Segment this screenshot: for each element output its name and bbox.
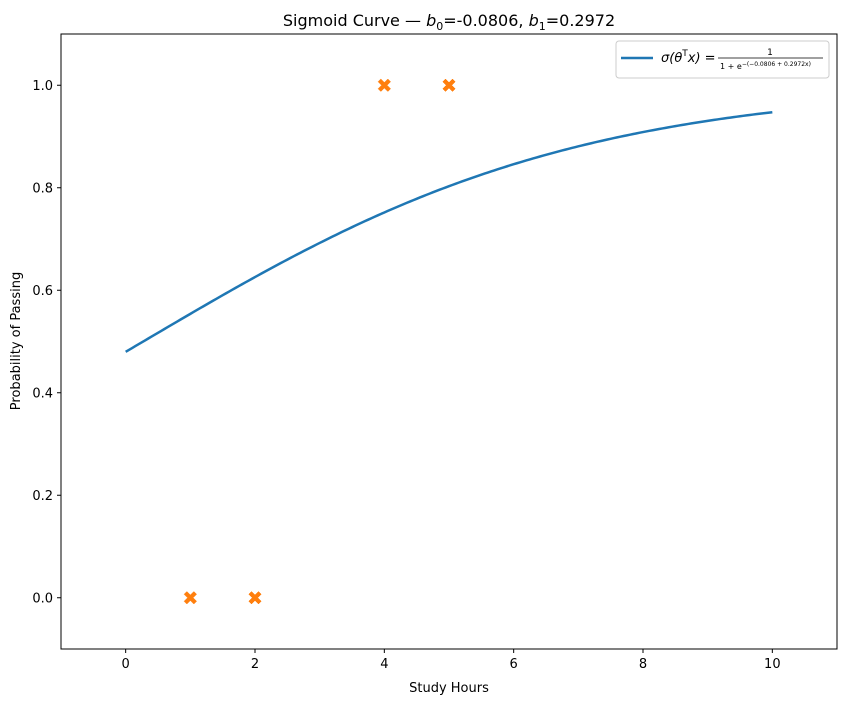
y-axis-ticks: 0.0 0.2 0.4 0.6 0.8 1.0 <box>32 79 61 606</box>
chart-title: Sigmoid Curve — b0=-0.0806, b1=0.2972 <box>283 11 615 33</box>
y-tick-label: 0.4 <box>32 386 53 401</box>
x-tick-label: 8 <box>639 657 647 672</box>
sigmoid-curve-layer <box>125 110 773 353</box>
x-tick-label: 2 <box>251 657 259 672</box>
y-tick-label: 0.2 <box>32 489 53 504</box>
data-point <box>377 78 391 92</box>
y-tick-label: 1.0 <box>32 79 53 94</box>
x-tick-label: 0 <box>122 657 130 672</box>
sigmoid-curve-line <box>125 110 773 353</box>
data-point <box>183 591 197 605</box>
data-point <box>442 78 456 92</box>
x-tick-label: 4 <box>380 657 388 672</box>
legend-fraction-numerator: 1 <box>767 48 773 58</box>
legend: σ(θTx) = 1 1 + e−(−0.0806 + 0.2972x) <box>615 40 830 79</box>
legend-fraction-denominator: 1 + e−(−0.0806 + 0.2972x) <box>720 61 811 71</box>
legend-label-curve: σ(θTx) = <box>661 49 716 66</box>
x-axis-label: Study Hours <box>409 681 489 696</box>
data-point <box>248 591 262 605</box>
x-axis-ticks: 0 2 4 6 8 10 <box>122 649 781 672</box>
legend-box <box>615 40 830 79</box>
y-axis-label: Probability of Passing <box>9 272 24 410</box>
data-points-layer <box>183 78 456 605</box>
x-tick-label: 10 <box>764 657 781 672</box>
plot-area <box>60 33 838 650</box>
x-tick-label: 6 <box>510 657 518 672</box>
y-tick-label: 0.6 <box>32 284 53 299</box>
y-tick-label: 0.8 <box>32 181 53 196</box>
y-tick-label: 0.0 <box>32 591 53 606</box>
